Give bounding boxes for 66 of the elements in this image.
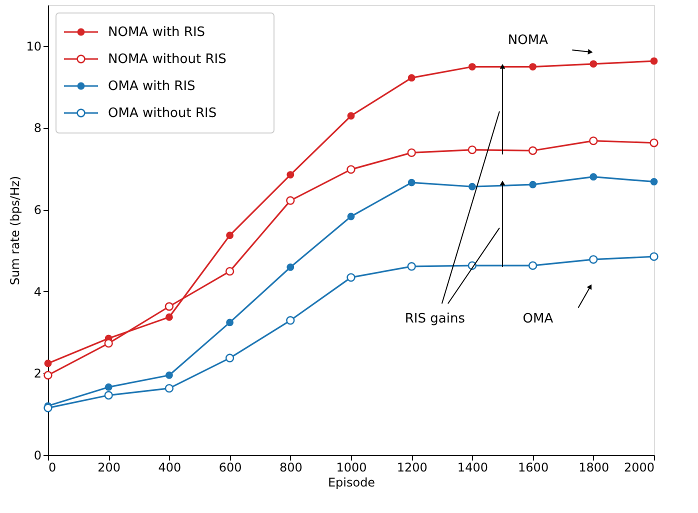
point (407, 262, 416, 271)
x-tick-label: 800 (279, 460, 302, 474)
y-axis-title: Sum rate (bps/Hz) (8, 176, 22, 286)
point (408, 74, 416, 82)
y-tick-label: 0 (34, 448, 42, 462)
y-tick-label: 6 (34, 203, 42, 218)
x-tick-label: 1600 (518, 460, 549, 474)
x-tick-label: 400 (158, 460, 182, 474)
point (44, 360, 52, 368)
y-tick-label: 4 (34, 284, 42, 299)
point (164, 384, 174, 393)
point (528, 261, 538, 270)
y-tick-label: 10 (26, 39, 42, 54)
point (104, 383, 112, 391)
x-tick-label: 1000 (336, 460, 367, 474)
legend-label: NOMA with RIS (108, 25, 206, 40)
annotation: RIS gains (404, 311, 466, 326)
point (346, 273, 356, 282)
x-tick-label: 1800 (578, 460, 610, 474)
point (347, 212, 355, 220)
annotation: OMA (522, 311, 554, 326)
point (226, 232, 234, 240)
point (225, 354, 234, 362)
x-tick-label: 0 (48, 460, 56, 474)
point (164, 302, 174, 311)
point (528, 146, 538, 155)
point (286, 196, 295, 205)
legend-label: OMA without RIS (108, 106, 217, 121)
y-tick-label: 2 (34, 366, 42, 381)
x-tick-label: 600 (218, 460, 242, 474)
point (408, 178, 416, 186)
point (589, 136, 598, 146)
x-axis-title: Episode (328, 476, 376, 490)
point (44, 404, 52, 412)
point (44, 370, 52, 380)
point (590, 173, 598, 181)
point (226, 318, 234, 326)
point (407, 148, 416, 158)
point (468, 182, 476, 190)
point (165, 372, 173, 379)
x-tick-label: 200 (98, 460, 121, 474)
point (346, 165, 356, 174)
legend-label: OMA with RIS (108, 79, 196, 94)
point (650, 178, 658, 186)
point (104, 390, 113, 400)
x-tick-label: 2000 (624, 460, 654, 474)
legend-label: NOMA without RIS (108, 52, 226, 67)
point (165, 313, 173, 321)
point (225, 266, 234, 276)
point (650, 252, 658, 261)
point (529, 63, 537, 70)
point (589, 255, 598, 264)
point (468, 145, 477, 154)
point (286, 316, 295, 325)
annotation: NOMA (508, 32, 548, 48)
point (286, 171, 294, 178)
point (650, 57, 658, 65)
point (650, 138, 658, 148)
point (286, 264, 294, 271)
point (347, 112, 355, 120)
point (590, 60, 598, 68)
x-tick-label: 1400 (457, 460, 488, 474)
point (529, 180, 537, 188)
point (468, 63, 476, 70)
y-tick-label: 8 (34, 121, 42, 136)
x-tick-label: 1200 (396, 460, 428, 474)
